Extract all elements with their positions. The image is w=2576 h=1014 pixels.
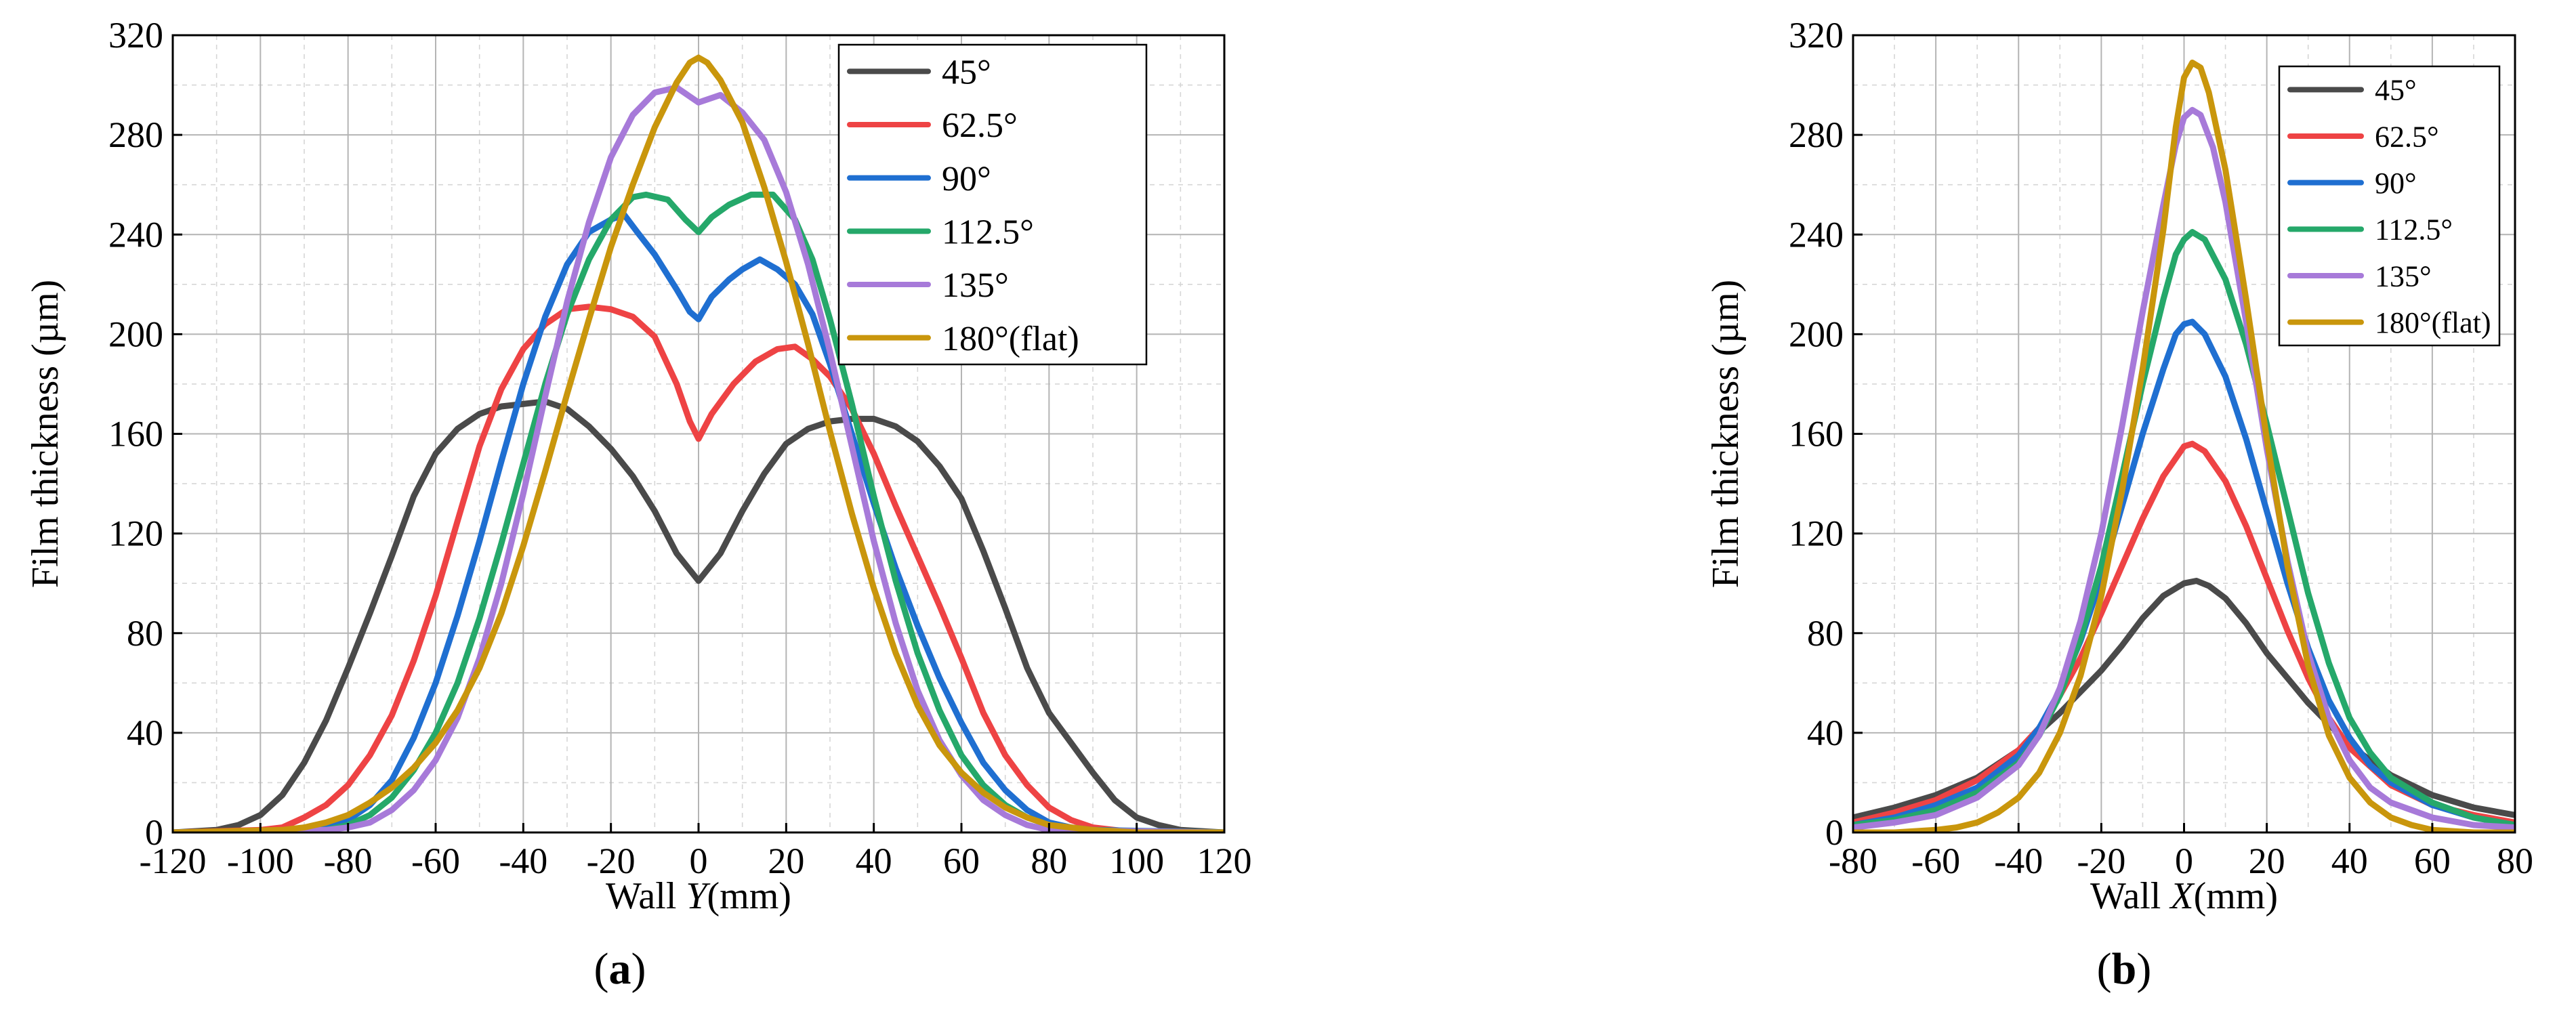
x-tick-label: 40 [2331, 841, 2368, 881]
panel-sublabel-letter: b [2112, 944, 2137, 994]
series-line-5 [173, 54, 1224, 832]
y-tick-label: 320 [108, 15, 163, 56]
y-axis-label: Film thickness (µm) [24, 280, 66, 588]
y-tick-label: 40 [1807, 713, 1844, 753]
y-tick-label: 120 [1789, 513, 1844, 554]
x-tick-label: 20 [768, 841, 804, 881]
series-line-5 [1853, 60, 2515, 832]
x-axis-label-unit: (mm) [2194, 875, 2278, 917]
x-tick-label: 80 [1031, 841, 1067, 881]
y-tick-label: 80 [127, 613, 163, 654]
legend-label-5: 180°(flat) [942, 320, 1079, 358]
panel-a-chart: -120 -100 -80 -60 -40 -20 0 20 40 60 80 100 120 0 40 80… [24, 15, 1252, 994]
x-axis-label-unit: (mm) [707, 875, 791, 917]
legend-label-3: 112.5° [2375, 213, 2453, 247]
legend: 45° 62.5° 90° 112.5° 135° 180°(flat) [2278, 65, 2501, 347]
x-tick-label: 0 [690, 841, 708, 881]
y-tick-label: 0 [145, 812, 163, 853]
x-tick-label: -40 [1994, 841, 2043, 881]
y-tick-label: 80 [1807, 613, 1844, 654]
legend-label-1: 62.5° [2375, 120, 2439, 153]
legend-box [2278, 65, 2501, 347]
x-tick-label: 100 [1109, 841, 1164, 881]
y-tick-label: 160 [1789, 414, 1844, 455]
y-tick-label: 280 [108, 114, 163, 155]
y-tick-label: 240 [108, 214, 163, 255]
series-group [173, 54, 1224, 832]
x-tick-label: 20 [2249, 841, 2285, 881]
series-group [1853, 60, 2515, 832]
legend-label-5: 180°(flat) [2375, 306, 2491, 339]
x-axis-label-prefix: Wall [2090, 875, 2170, 917]
legend-label-0: 45° [942, 54, 991, 92]
y-tick-label: 160 [108, 414, 163, 455]
x-tick-label: -60 [411, 841, 460, 881]
legend-label-4: 135° [942, 266, 1009, 305]
x-tick-label: -20 [2077, 841, 2125, 881]
y-tick-label: 200 [1789, 314, 1844, 354]
panel-sublabel: (a) [594, 944, 646, 994]
panel-sublabel: (b) [2097, 944, 2152, 994]
x-axis-label-variable: X [2169, 875, 2195, 917]
legend-label-0: 45° [2375, 74, 2417, 107]
x-tick-label: 120 [1197, 841, 1252, 881]
x-tick-label: -60 [1911, 841, 1960, 881]
legend-box [837, 43, 1148, 366]
x-tick-label: 60 [943, 841, 980, 881]
x-tick-label: -20 [587, 841, 636, 881]
panel-sublabel-open: ( [594, 944, 609, 994]
x-tick-label: -80 [1829, 841, 1877, 881]
series-line-0 [173, 398, 1224, 832]
panel-sublabel-open: ( [2097, 944, 2112, 994]
y-tick-label: 40 [127, 713, 163, 753]
series-line-4 [1853, 106, 2515, 831]
y-tick-label: 280 [1789, 114, 1844, 155]
panel-b-chart: -80 -60 -40 -20 0 20 40 60 80 0 40 80 120 160 200 240 28… [1705, 15, 2533, 994]
y-axis-label: Film thickness (µm) [1705, 280, 1747, 588]
series-line-2 [1853, 318, 2515, 828]
series-line-2 [173, 211, 1224, 832]
legend-label-1: 62.5° [942, 106, 1018, 145]
panel-sublabel-close: ) [631, 944, 646, 994]
panel-sublabel-letter: a [609, 944, 631, 994]
x-tick-label: 60 [2414, 841, 2451, 881]
x-tick-label: 40 [856, 841, 892, 881]
panel-sublabel-close: ) [2136, 944, 2151, 994]
legend-label-2: 90° [942, 160, 991, 198]
legend: 45° 62.5° 90° 112.5° 135° 180°(flat) [837, 43, 1148, 366]
series-line-3 [173, 191, 1224, 832]
series-line-1 [173, 303, 1224, 832]
x-tick-label: -40 [499, 841, 547, 881]
legend-label-3: 112.5° [942, 213, 1034, 252]
y-tick-label: 120 [108, 513, 163, 554]
legend-label-2: 90° [2375, 167, 2417, 200]
x-tick-label: 80 [2497, 841, 2533, 881]
x-tick-label: -120 [140, 841, 207, 881]
x-tick-label: 0 [2175, 841, 2193, 881]
x-axis-label-variable: Y [686, 875, 711, 917]
x-axis-label: Wall X(mm) [2090, 875, 2278, 917]
y-tick-label: 0 [1825, 812, 1844, 853]
x-axis-label: Wall Y(mm) [606, 875, 791, 917]
legend-label-4: 135° [2375, 259, 2432, 293]
y-tick-label: 200 [108, 314, 163, 354]
y-tick-label: 240 [1789, 214, 1844, 255]
y-tick-label: 320 [1789, 15, 1844, 56]
x-axis-label-prefix: Wall [606, 875, 686, 917]
x-tick-label: -80 [324, 841, 373, 881]
x-tick-label: -100 [227, 841, 294, 881]
